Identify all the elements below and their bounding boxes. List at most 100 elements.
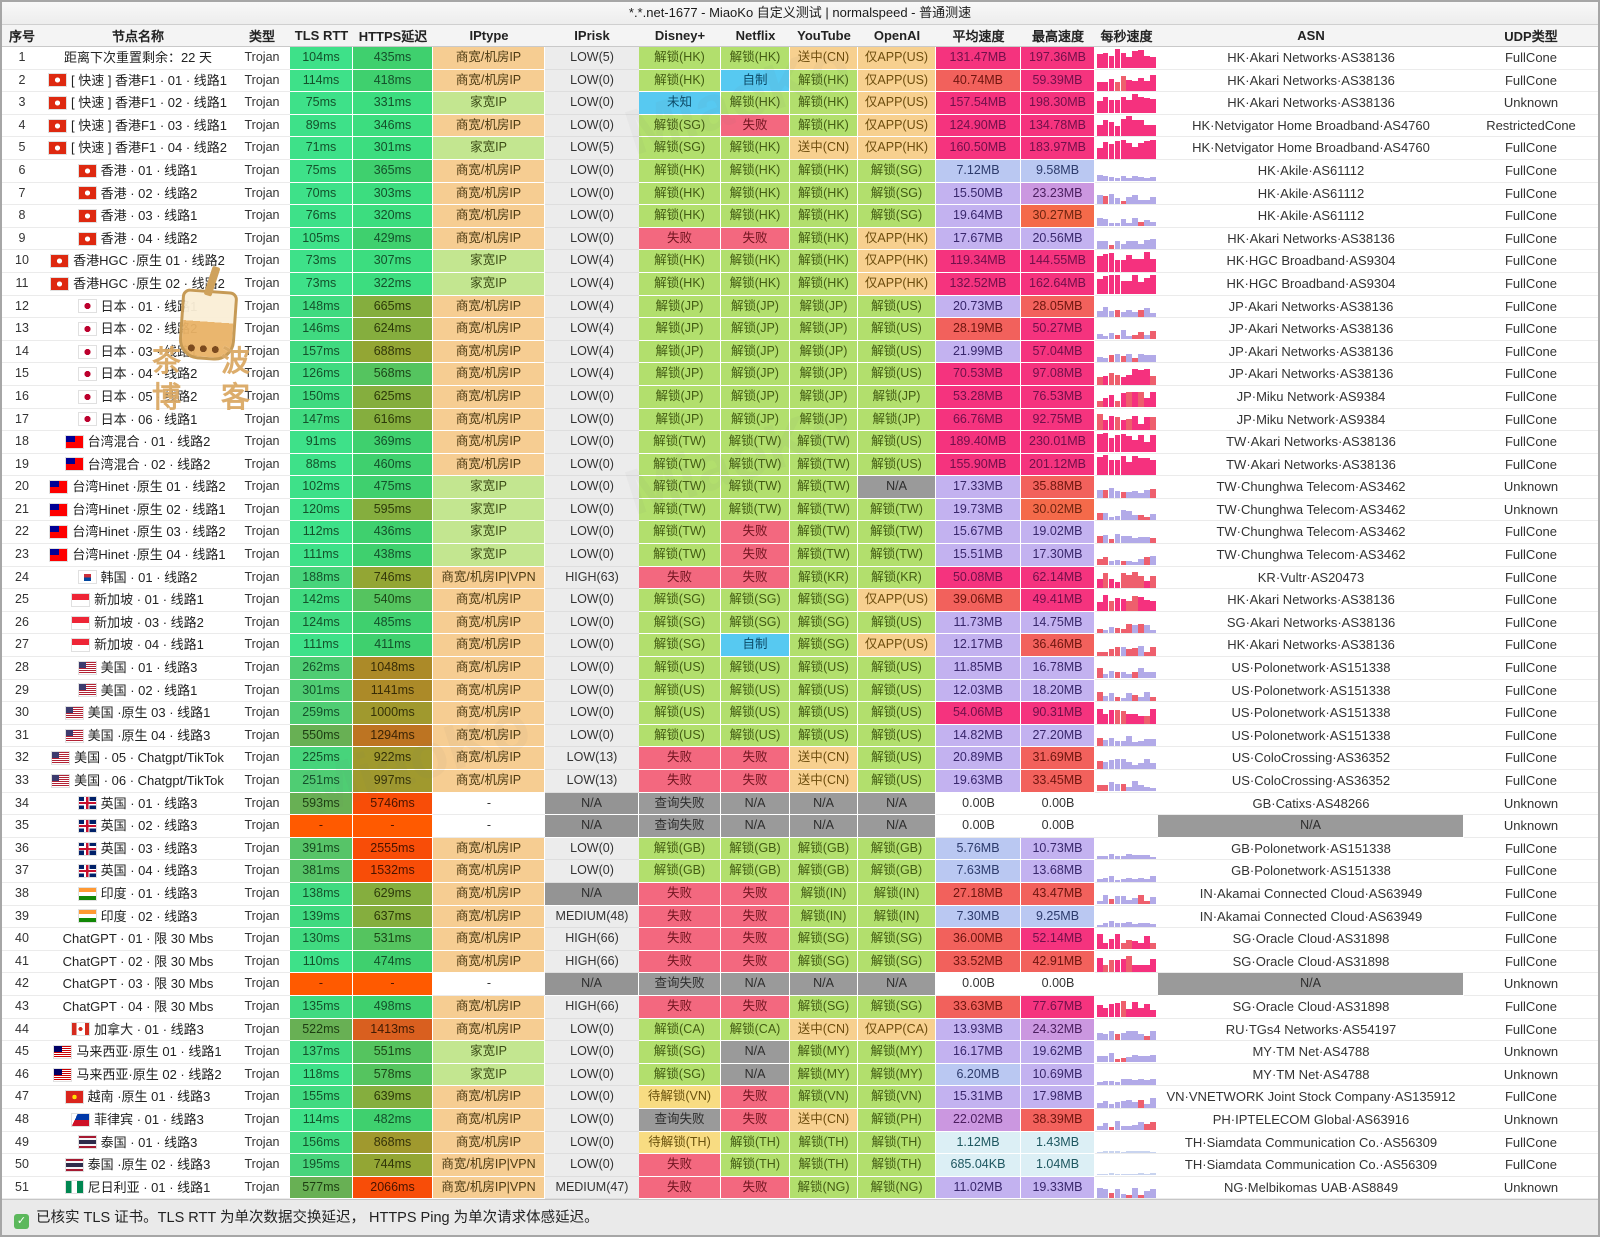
sparkline-bar [1108,1126,1115,1131]
sparkline-bar [1097,175,1103,182]
cell-disney: 解锁(SG) [639,114,721,138]
cell-iptype: 商宽/机房IP [433,227,545,251]
node-name-label: [ 快速 ] 香港F1 · 03 · 线路1 [70,117,228,133]
sparkline-bar [1132,538,1138,543]
speed-sparkline [1095,635,1158,656]
sparkline-bar [1102,97,1109,114]
sparkline-bar [1102,196,1109,204]
sparkline-bar [1102,176,1109,182]
sparkline-bar [1102,376,1109,385]
cell-type: Trojan [234,589,290,612]
in-flag-icon [77,886,97,901]
speed-sparkline [1095,996,1158,1018]
sparkline-bar [1120,1100,1127,1108]
cell-max-speed: 9.25MB [1021,905,1095,929]
cell-avg-speed: 53.28MB [936,385,1021,409]
cell-avg-speed: 54.06MB [936,702,1021,725]
sparkline-bar [1150,1173,1156,1176]
cell-openai: 仅APP(US) [858,114,936,138]
cell-udp-type: FullCone [1464,272,1598,296]
sparkline-bar [1102,964,1109,973]
sparkline-bar [1126,574,1132,588]
cell-index: 35 [2,815,42,838]
sparkline-bar [1108,759,1115,769]
cell-iprisk: LOW(0) [545,589,639,612]
cell-node-name: 越南 ·原生 01 · 线路3 [42,1086,234,1109]
sparkline-bar [1144,334,1150,340]
node-name-label: 美国 · 01 · 线路3 [100,660,198,676]
sparkline-bar [1150,575,1156,588]
cell-openai: 解锁(US) [858,453,936,477]
cell-type: Trojan [234,792,290,816]
cell-youtube: 解锁(SG) [790,928,858,951]
cell-asn: JP·Akari Networks·AS38136 [1158,295,1464,319]
speed-sparkline [1095,1109,1158,1131]
cell-per-second-speed [1095,92,1158,115]
sparkline-bar [1108,1173,1115,1176]
cell-type: Trojan [234,566,290,590]
cell-per-second-speed [1095,792,1158,816]
sparkline-bar [1150,671,1156,679]
sparkline-bar [1102,573,1109,588]
table-row: 15 日本 · 04 · 线路2 Trojan 126ms 568ms 商宽/机房IP LO… [2,363,1598,386]
sparkline-bar [1126,736,1132,747]
cell-https-latency: 1532ms [353,860,433,883]
sparkline-bar [1114,879,1121,882]
sparkline-bar [1114,335,1121,340]
cell-iptype: 家宽IP [433,521,545,545]
sparkline-bar [1126,922,1132,927]
sparkline-bar [1108,579,1115,588]
cell-type: Trojan [234,521,290,545]
cell-node-name: 美国 ·原生 03 · 线路1 [42,702,234,725]
cell-disney: 失败 [639,928,721,951]
cell-disney: 失败 [639,950,721,974]
sparkline-bar [1150,629,1156,634]
cell-openai: 解锁(NG) [858,1176,936,1200]
sparkline-bar [1114,923,1121,927]
speed-sparkline [1095,974,1158,995]
cell-max-speed: 0.00B [1021,792,1095,816]
cell-youtube: 送中(CN) [790,1018,858,1042]
cell-iptype: 家宽IP [433,476,545,499]
node-name-label: 菲律宾 · 01 · 线路3 [94,1111,204,1127]
cell-disney: 解锁(SG) [639,634,721,658]
cell-udp-type: FullCone [1464,521,1598,545]
col-iptype: IPtype [433,25,545,47]
sparkline-bar [1138,895,1144,905]
cell-asn: GB·Polonetwork·AS151338 [1158,860,1464,883]
window-title: *.*.net-1677 - MiaoKo 自定义测试 | normalspee… [628,5,972,20]
table-row: 1 距离下次重置剩余：22 天 Trojan 104ms 435ms 商宽/机房IP LOW… [2,47,1598,70]
cell-udp-type: FullCone [1464,747,1598,770]
cell-tls-rtt: 188ms [290,566,353,590]
header-row: 序号 节点名称 类型 TLS RTT HTTPS延迟 IPtype IPrisk Disney… [2,25,1598,47]
cell-index: 40 [2,928,42,951]
sparkline-bar [1102,1056,1109,1063]
cell-iprisk: LOW(4) [545,295,639,319]
cell-per-second-speed [1095,1041,1158,1064]
th-flag-icon [77,1135,97,1150]
cell-https-latency: 922ms [353,747,433,770]
sparkline-bar [1102,1100,1109,1108]
cell-avg-speed: 124.90MB [936,114,1021,138]
cell-type: Trojan [234,1063,290,1087]
cell-avg-speed: 11.85MB [936,657,1021,680]
node-name-label: 英国 · 01 · 线路3 [100,795,198,811]
cell-iptype: 商宽/机房IP [433,860,545,883]
cell-udp-type: FullCone [1464,905,1598,929]
sparkline-bar [1144,1103,1150,1108]
cell-youtube: N/A [790,973,858,996]
cell-iptype: 家宽IP [433,272,545,296]
cell-netflix: 解锁(US) [721,657,790,680]
table-row: 2[ 快速 ] 香港F1 · 01 · 线路1 Trojan 114ms 418ms 商… [2,69,1598,93]
sparkline-bar [1108,56,1115,69]
sparkline-bar [1126,435,1132,453]
sparkline-bar [1108,194,1115,204]
table-row: 10 香港HGC ·原生 01 · 线路2 Trojan 73ms 307ms 家宽IP L… [2,250,1598,273]
cell-tls-rtt: 111ms [290,544,353,567]
sparkline-bar [1132,334,1138,340]
cell-iptype: 商宽/机房IP [433,363,545,386]
cell-per-second-speed [1095,747,1158,770]
cell-type: Trojan [234,431,290,454]
cell-udp-type: FullCone [1464,544,1598,567]
cell-openai: 解锁(US) [858,702,936,725]
